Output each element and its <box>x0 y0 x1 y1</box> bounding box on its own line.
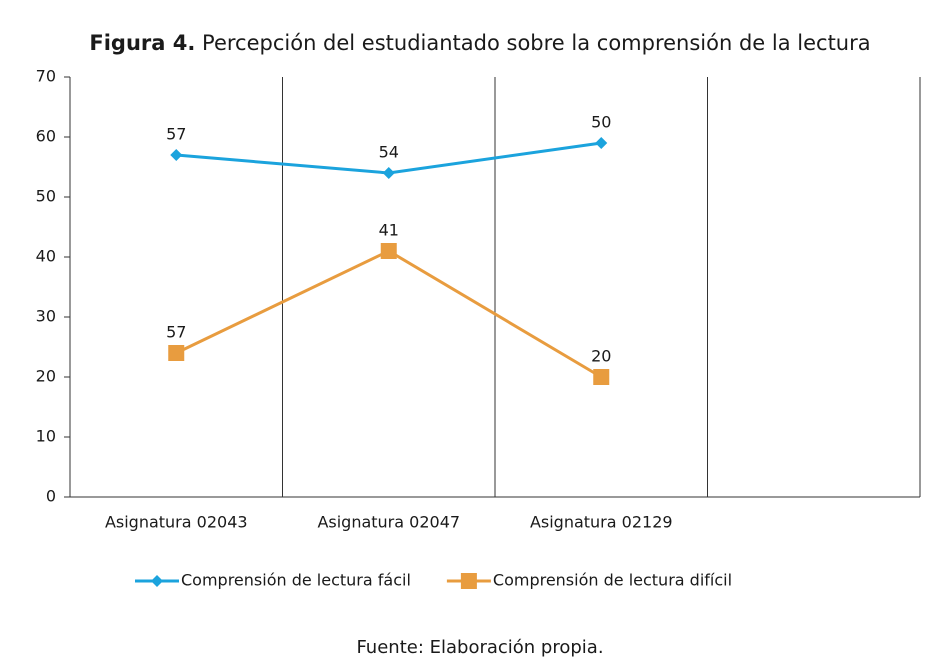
y-tick-label: 50 <box>36 187 56 206</box>
x-tick-label: Asignatura 02129 <box>530 513 673 532</box>
y-tick-label: 40 <box>36 247 56 266</box>
marker <box>380 243 397 259</box>
legend-marker <box>460 573 477 589</box>
y-tick-label: 30 <box>36 307 56 326</box>
y-tick-label: 70 <box>36 67 56 86</box>
source-note: Fuente: Elaboración propia. <box>356 637 603 658</box>
x-tick-label: Asignatura 02047 <box>317 513 460 532</box>
title-text: Percepción del estudiantado sobre la com… <box>202 31 871 55</box>
legend-marker <box>151 575 163 587</box>
marker <box>593 369 610 385</box>
legend-label: Comprensión de lectura fácil <box>181 571 411 590</box>
y-tick-label: 60 <box>36 127 56 146</box>
marker <box>595 137 608 149</box>
series-line <box>175 249 603 379</box>
chart-title: Figura 4. Percepción del estudiantado so… <box>89 31 870 55</box>
title-label: Figura 4. <box>89 31 195 55</box>
marker <box>168 345 185 361</box>
y-tick-label: 0 <box>46 487 56 506</box>
y-tick-label: 20 <box>36 367 56 386</box>
marker <box>170 149 183 161</box>
legend-label: Comprensión de lectura difícil <box>493 571 732 590</box>
marker <box>382 167 395 179</box>
x-tick-label: Asignatura 02043 <box>105 513 248 532</box>
data-label: 50 <box>591 113 611 132</box>
data-label: 57 <box>166 125 186 144</box>
data-label: 57 <box>166 323 186 342</box>
data-label: 41 <box>379 221 399 240</box>
data-label: 54 <box>379 143 399 162</box>
data-label: 20 <box>591 347 611 366</box>
y-tick-label: 10 <box>36 427 56 446</box>
